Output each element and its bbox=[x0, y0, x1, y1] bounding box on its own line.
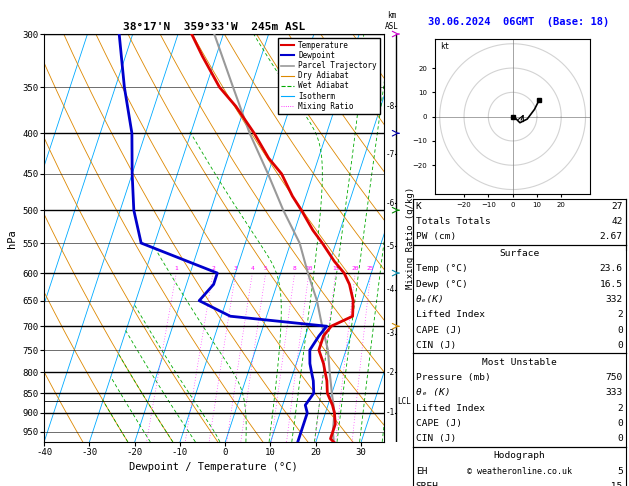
Text: 23.6: 23.6 bbox=[599, 264, 623, 274]
Text: Totals Totals: Totals Totals bbox=[416, 217, 491, 226]
Text: 2.67: 2.67 bbox=[599, 232, 623, 242]
Text: -8: -8 bbox=[386, 102, 395, 111]
Text: -15: -15 bbox=[606, 482, 623, 486]
Text: 16.5: 16.5 bbox=[599, 280, 623, 289]
Text: 27: 27 bbox=[611, 202, 623, 211]
Text: 25: 25 bbox=[367, 266, 374, 271]
Text: 0: 0 bbox=[617, 326, 623, 335]
Text: 333: 333 bbox=[606, 388, 623, 398]
Text: 42: 42 bbox=[611, 217, 623, 226]
Text: -5: -5 bbox=[386, 242, 395, 251]
Text: 2: 2 bbox=[617, 311, 623, 319]
Text: -2: -2 bbox=[386, 368, 395, 377]
Text: -3: -3 bbox=[386, 329, 395, 338]
Text: Dewp (°C): Dewp (°C) bbox=[416, 280, 467, 289]
Text: 5: 5 bbox=[617, 467, 623, 475]
Text: Temp (°C): Temp (°C) bbox=[416, 264, 467, 274]
Text: θₑ(K): θₑ(K) bbox=[416, 295, 445, 304]
Text: Hodograph: Hodograph bbox=[493, 451, 545, 460]
Text: CIN (J): CIN (J) bbox=[416, 341, 456, 350]
Title: 38°17'N  359°33'W  245m ASL: 38°17'N 359°33'W 245m ASL bbox=[123, 22, 305, 32]
Text: K: K bbox=[416, 202, 421, 211]
Text: 750: 750 bbox=[606, 373, 623, 382]
Text: EH: EH bbox=[416, 467, 427, 475]
Text: CIN (J): CIN (J) bbox=[416, 434, 456, 443]
Text: 2: 2 bbox=[211, 266, 215, 271]
Text: 30.06.2024  06GMT  (Base: 18): 30.06.2024 06GMT (Base: 18) bbox=[428, 17, 610, 27]
Text: kt: kt bbox=[440, 42, 449, 51]
Text: 1: 1 bbox=[174, 266, 178, 271]
Text: 10: 10 bbox=[305, 266, 313, 271]
Y-axis label: hPa: hPa bbox=[7, 229, 17, 247]
Text: Lifted Index: Lifted Index bbox=[416, 404, 485, 413]
Text: Pressure (mb): Pressure (mb) bbox=[416, 373, 491, 382]
Text: 332: 332 bbox=[606, 295, 623, 304]
Text: CAPE (J): CAPE (J) bbox=[416, 419, 462, 428]
Text: -4: -4 bbox=[386, 285, 395, 295]
Legend: Temperature, Dewpoint, Parcel Trajectory, Dry Adiabat, Wet Adiabat, Isotherm, Mi: Temperature, Dewpoint, Parcel Trajectory… bbox=[277, 38, 380, 114]
Text: CAPE (J): CAPE (J) bbox=[416, 326, 462, 335]
Text: 5: 5 bbox=[264, 266, 267, 271]
Text: Most Unstable: Most Unstable bbox=[482, 358, 557, 367]
Text: Lifted Index: Lifted Index bbox=[416, 311, 485, 319]
Text: -6: -6 bbox=[386, 199, 395, 208]
Text: 3: 3 bbox=[234, 266, 238, 271]
Text: 8: 8 bbox=[292, 266, 296, 271]
X-axis label: Dewpoint / Temperature (°C): Dewpoint / Temperature (°C) bbox=[130, 462, 298, 472]
Text: LCL: LCL bbox=[398, 397, 411, 406]
Text: 20: 20 bbox=[352, 266, 359, 271]
Text: SREH: SREH bbox=[416, 482, 439, 486]
Text: PW (cm): PW (cm) bbox=[416, 232, 456, 242]
Text: 2: 2 bbox=[617, 404, 623, 413]
Text: km
ASL: km ASL bbox=[384, 11, 399, 31]
Text: 0: 0 bbox=[617, 341, 623, 350]
Text: -7: -7 bbox=[386, 150, 395, 158]
Text: 0: 0 bbox=[617, 419, 623, 428]
Text: -1: -1 bbox=[386, 408, 395, 417]
Text: Surface: Surface bbox=[499, 249, 539, 258]
Text: Mixing Ratio (g/kg): Mixing Ratio (g/kg) bbox=[406, 187, 415, 289]
Text: © weatheronline.co.uk: © weatheronline.co.uk bbox=[467, 467, 572, 476]
Text: 4: 4 bbox=[250, 266, 254, 271]
Text: 15: 15 bbox=[332, 266, 340, 271]
Text: 0: 0 bbox=[617, 434, 623, 443]
Text: θₑ (K): θₑ (K) bbox=[416, 388, 450, 398]
